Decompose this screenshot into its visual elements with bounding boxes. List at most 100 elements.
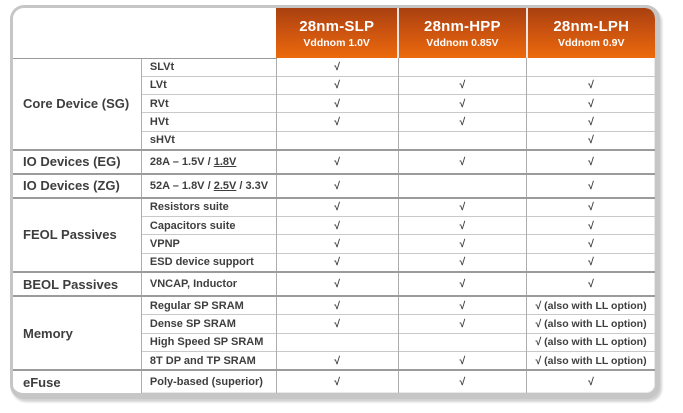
- item-cell: SLVt: [140, 58, 277, 77]
- check-cell-lph: √ (also with LL option): [526, 332, 655, 352]
- item-cell: VPNP: [140, 234, 277, 254]
- table-row: VPNP √ √ √: [13, 234, 655, 254]
- item-text: 28A – 1.5V /: [149, 155, 214, 168]
- category-cell-core-device: Core Device (SG): [13, 58, 142, 150]
- check-cell-lph: √: [526, 130, 655, 150]
- item-cell: Regular SP SRAM: [140, 294, 277, 315]
- check-cell-lph: √: [526, 148, 655, 174]
- item-cell: VNCAP, Inductor: [140, 271, 277, 296]
- check-cell-lph: √: [526, 172, 655, 198]
- check-cell-lph: √ (also with LL option): [526, 294, 655, 315]
- check-cell-hpp: √: [397, 148, 527, 174]
- check-cell-hpp: √: [397, 112, 527, 131]
- column-subtitle: Vddnom 0.85V: [426, 36, 499, 49]
- check-cell-hpp: √: [397, 93, 527, 113]
- table-row: 8T DP and TP SRAM √ √ √ (also with LL op…: [13, 350, 655, 371]
- check-cell-lph: √ (also with LL option): [526, 350, 655, 371]
- check-cell-slp: √: [275, 294, 399, 315]
- check-cell-hpp: [397, 130, 527, 150]
- check-cell-slp: √: [275, 75, 399, 95]
- item-cell: RVt: [140, 93, 277, 113]
- item-cell: 28A – 1.5V / 1.8V: [140, 148, 277, 174]
- item-cell: ESD device support: [140, 252, 277, 273]
- check-cell-slp: √: [275, 369, 399, 393]
- item-underlined-text: 2.5V: [213, 179, 237, 192]
- table-row: High Speed SP SRAM √ (also with LL optio…: [13, 332, 655, 352]
- table-row: Core Device (SG) SLVt √: [13, 58, 655, 150]
- item-text: 52A – 1.8V /: [149, 179, 214, 192]
- table-row: Capacitors suite √ √ √: [13, 216, 655, 235]
- column-subtitle: Vddnom 0.9V: [558, 36, 625, 49]
- technology-comparison-table-card: 28nm-SLP Vddnom 1.0V 28nm-HPP Vddnom 0.8…: [10, 5, 660, 399]
- check-cell-slp: √: [275, 196, 399, 217]
- table-row: ESD device support √ √ √: [13, 252, 655, 273]
- table-row: eFuse Poly-based (superior) √ √ √: [13, 369, 655, 393]
- check-cell-slp: √: [275, 112, 399, 131]
- category-cell-io-devices-zg: IO Devices (ZG): [13, 172, 142, 198]
- check-cell-hpp: √: [397, 216, 527, 235]
- check-cell-slp: √: [275, 172, 399, 198]
- table-row: Memory Regular SP SRAM √ √ √ (also with …: [13, 294, 655, 371]
- check-cell-slp: √: [275, 58, 399, 77]
- table-row: LVt √ √ √: [13, 75, 655, 95]
- check-cell-hpp: √: [397, 350, 527, 371]
- table-row: HVt √ √ √: [13, 112, 655, 131]
- check-cell-hpp: √: [397, 294, 527, 315]
- item-cell: High Speed SP SRAM: [140, 332, 277, 352]
- check-cell-slp: √: [275, 271, 399, 296]
- category-cell-feol-passives: FEOL Passives: [13, 196, 142, 273]
- check-cell-slp: √: [275, 148, 399, 174]
- check-cell-lph: √: [526, 234, 655, 254]
- table-row: IO Devices (EG) 28A – 1.5V / 1.8V √ √ √: [13, 148, 655, 174]
- check-cell-slp: [275, 332, 399, 352]
- check-cell-hpp: √: [397, 75, 527, 95]
- item-cell: Dense SP SRAM: [140, 314, 277, 334]
- technology-comparison-table: 28nm-SLP Vddnom 1.0V 28nm-HPP Vddnom 0.8…: [13, 8, 655, 393]
- check-cell-lph: √ (also with LL option): [526, 314, 655, 334]
- check-cell-lph: [526, 58, 655, 77]
- table-row: IO Devices (ZG) 52A – 1.8V / 2.5V / 3.3V…: [13, 172, 655, 198]
- column-header-28nm-slp: 28nm-SLP Vddnom 1.0V: [276, 8, 399, 58]
- check-cell-lph: √: [526, 75, 655, 95]
- item-cell: HVt: [140, 112, 277, 131]
- item-cell: 8T DP and TP SRAM: [140, 350, 277, 371]
- check-cell-hpp: √: [397, 271, 527, 296]
- check-cell-hpp: [397, 332, 527, 352]
- check-cell-lph: √: [526, 196, 655, 217]
- category-cell-io-devices-eg: IO Devices (EG): [13, 148, 142, 174]
- column-title: 28nm-HPP: [424, 17, 501, 35]
- item-cell: 52A – 1.8V / 2.5V / 3.3V: [140, 172, 277, 198]
- check-cell-lph: √: [526, 93, 655, 113]
- check-cell-lph: √: [526, 216, 655, 235]
- check-cell-hpp: √: [397, 234, 527, 254]
- item-text: / 3.3V: [236, 179, 269, 192]
- column-subtitle: Vddnom 1.0V: [303, 36, 370, 49]
- check-cell-slp: √: [275, 350, 399, 371]
- check-cell-slp: √: [275, 252, 399, 273]
- header-row: 28nm-SLP Vddnom 1.0V 28nm-HPP Vddnom 0.8…: [13, 8, 655, 59]
- check-cell-hpp: √: [397, 314, 527, 334]
- check-cell-slp: √: [275, 234, 399, 254]
- table-row: Dense SP SRAM √ √ √ (also with LL option…: [13, 314, 655, 334]
- check-cell-slp: √: [275, 314, 399, 334]
- item-cell: LVt: [140, 75, 277, 95]
- check-cell-hpp: √: [397, 252, 527, 273]
- check-cell-slp: [275, 130, 399, 150]
- column-header-28nm-lph: 28nm-LPH Vddnom 0.9V: [525, 8, 655, 58]
- category-cell-memory: Memory: [13, 294, 142, 371]
- check-cell-hpp: [397, 172, 527, 198]
- table-row: RVt √ √ √: [13, 93, 655, 113]
- check-cell-hpp: √: [397, 369, 527, 393]
- category-cell-efuse: eFuse: [13, 369, 142, 393]
- table-row: FEOL Passives Resistors suite √ √ √: [13, 196, 655, 273]
- check-cell-hpp: √: [397, 196, 527, 217]
- category-cell-beol-passives: BEOL Passives: [13, 271, 142, 296]
- item-cell: Poly-based (superior): [140, 369, 277, 393]
- item-cell: Resistors suite: [140, 196, 277, 217]
- check-cell-lph: √: [526, 112, 655, 131]
- check-cell-lph: √: [526, 271, 655, 296]
- column-title: 28nm-LPH: [553, 17, 630, 35]
- item-underlined-text: 1.8V: [213, 155, 237, 168]
- table-row: BEOL Passives VNCAP, Inductor √ √ √: [13, 271, 655, 296]
